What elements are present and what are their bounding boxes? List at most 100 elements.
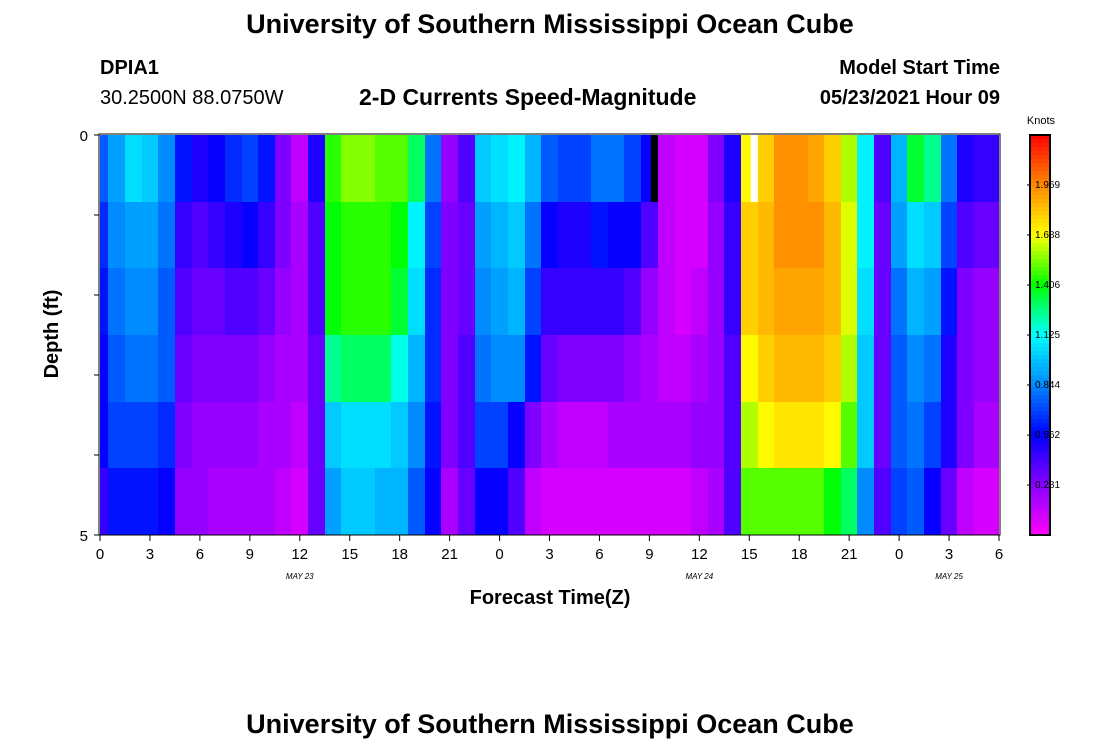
colorbar-segment xyxy=(1030,139,1050,144)
colorbar-segment xyxy=(1030,303,1050,308)
colorbar-segment xyxy=(1030,411,1050,416)
heatmap-cell xyxy=(258,335,275,402)
heatmap-cell xyxy=(142,135,158,202)
heatmap-cell xyxy=(108,202,125,268)
heatmap-cell xyxy=(491,135,508,202)
heatmap-cell xyxy=(758,335,774,402)
colorbar-segment xyxy=(1030,323,1050,328)
colorbar-segment xyxy=(1030,163,1050,168)
heatmap-cell xyxy=(658,402,674,468)
heatmap-cell xyxy=(658,135,674,202)
heatmap-cell xyxy=(608,135,624,202)
heatmap-cell xyxy=(242,468,258,535)
top-title: University of Southern Mississippi Ocean… xyxy=(246,9,854,39)
heatmap-cell xyxy=(142,202,158,268)
heatmap-cell xyxy=(791,468,808,535)
heatmap-cell xyxy=(525,468,541,535)
heatmap-cell xyxy=(100,468,108,535)
heatmap-cell xyxy=(741,402,758,468)
heatmap-cell xyxy=(275,268,291,335)
heatmap-cell xyxy=(857,135,874,202)
heatmap-cell xyxy=(475,335,491,402)
heatmap-cell xyxy=(824,202,841,268)
heatmap-cell xyxy=(258,268,275,335)
x-tick-label: 15 xyxy=(741,546,758,563)
colorbar-segment xyxy=(1030,483,1050,488)
heatmap-cell xyxy=(824,335,841,402)
heatmap-cell xyxy=(100,202,108,268)
colorbar-segment xyxy=(1030,327,1050,332)
colorbar-segment xyxy=(1030,459,1050,464)
time-marker xyxy=(750,135,758,202)
heatmap-cell xyxy=(957,135,974,202)
heatmap-cell xyxy=(291,135,308,202)
heatmap-cell xyxy=(508,135,525,202)
heatmap-cell xyxy=(891,402,907,468)
colorbar-segment xyxy=(1030,151,1050,156)
heatmap-cell xyxy=(891,335,907,402)
y-axis-label: Depth (ft) xyxy=(41,290,63,379)
heatmap-cell xyxy=(358,135,375,202)
heatmap-cell xyxy=(208,335,225,402)
colorbar-segment xyxy=(1030,527,1050,532)
heatmap-cell xyxy=(724,402,741,468)
heatmap-cell xyxy=(508,468,525,535)
heatmap-cell xyxy=(791,202,808,268)
date-label: MAY 24 xyxy=(685,572,713,581)
heatmap-cell xyxy=(275,468,291,535)
colorbar-tick-label: 1.125 xyxy=(1035,330,1060,341)
heatmap-cell xyxy=(125,202,142,268)
colorbar-segment xyxy=(1030,227,1050,232)
heatmap-cell xyxy=(125,135,142,202)
colorbar-segment xyxy=(1030,523,1050,528)
x-tick-label: 0 xyxy=(96,546,104,563)
colorbar-segment xyxy=(1030,231,1050,236)
colorbar-segment xyxy=(1030,331,1050,336)
heatmap-cell xyxy=(891,468,907,535)
heatmap-cell xyxy=(408,335,425,402)
heatmap-cell xyxy=(758,468,774,535)
heatmap-cell xyxy=(425,268,441,335)
colorbar-segment xyxy=(1030,135,1050,140)
colorbar-segment xyxy=(1030,463,1050,468)
heatmap-cell xyxy=(541,268,558,335)
heatmap-cells xyxy=(100,135,999,535)
heatmap-cell xyxy=(624,202,641,268)
heatmap-cell xyxy=(758,202,774,268)
colorbar-segment xyxy=(1030,295,1050,300)
heatmap-cell xyxy=(791,402,808,468)
colorbar-segment xyxy=(1030,491,1050,496)
heatmap-cell xyxy=(924,135,941,202)
colorbar-segment xyxy=(1030,259,1050,264)
heatmap-cell xyxy=(441,468,458,535)
colorbar-segment xyxy=(1030,315,1050,320)
colorbar-segment xyxy=(1030,191,1050,196)
heatmap-cell xyxy=(841,135,857,202)
heatmap-cell xyxy=(774,402,791,468)
colorbar-segment xyxy=(1030,343,1050,348)
heatmap-cell xyxy=(774,335,791,402)
heatmap-cell xyxy=(924,468,941,535)
colorbar-segment xyxy=(1030,275,1050,280)
heatmap-cell xyxy=(591,335,608,402)
heatmap-cell xyxy=(341,135,358,202)
heatmap-cell xyxy=(458,468,475,535)
heatmap-cell xyxy=(242,268,258,335)
colorbar-segment xyxy=(1030,235,1050,240)
heatmap-cell xyxy=(924,335,941,402)
heatmap-cell xyxy=(358,335,375,402)
colorbar-segment xyxy=(1030,159,1050,164)
colorbar-segment xyxy=(1030,383,1050,388)
colorbar-segment xyxy=(1030,195,1050,200)
heatmap-cell xyxy=(142,335,158,402)
heatmap-cell xyxy=(208,202,225,268)
heatmap-cell xyxy=(291,202,308,268)
heatmap-cell xyxy=(158,202,175,268)
heatmap-cell xyxy=(991,135,999,202)
heatmap-cell xyxy=(192,402,208,468)
heatmap-cell xyxy=(741,202,758,268)
heatmap-cell xyxy=(574,135,591,202)
heatmap-cell xyxy=(658,268,674,335)
model-start-label: Model Start Time xyxy=(839,57,1000,79)
heatmap-cell xyxy=(108,402,125,468)
